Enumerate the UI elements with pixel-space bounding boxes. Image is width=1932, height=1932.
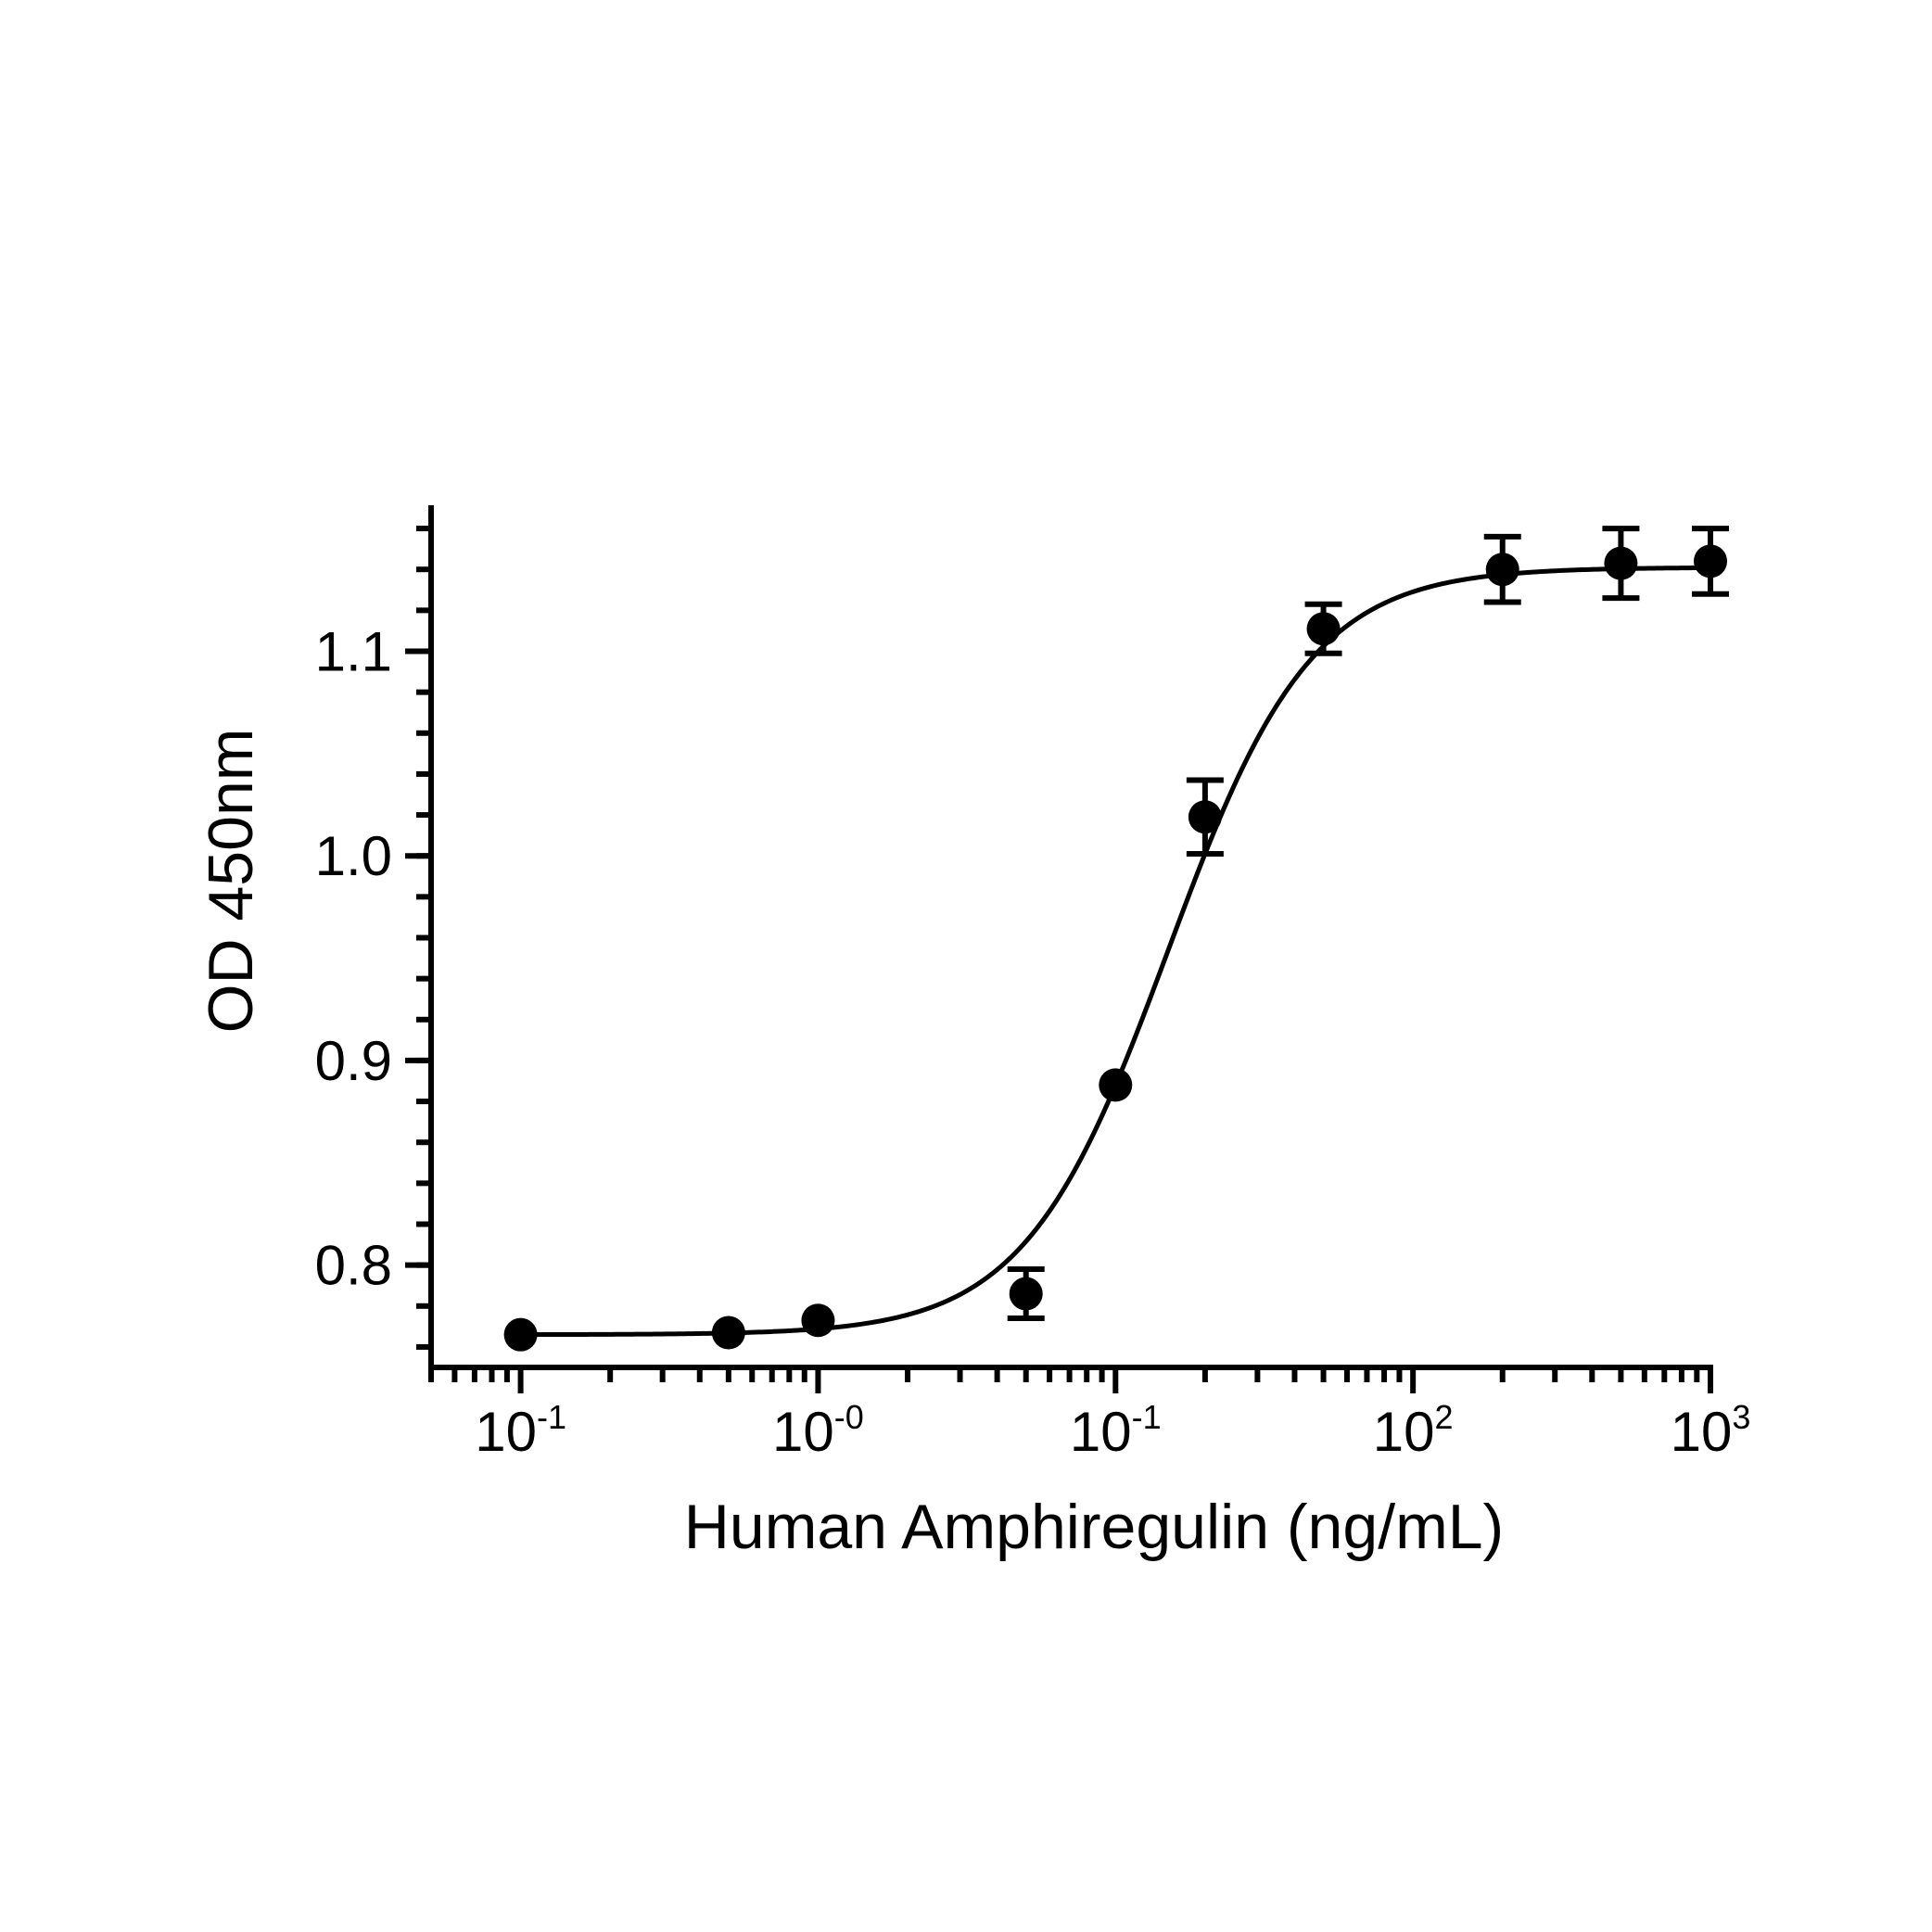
data-point [1694, 544, 1727, 578]
fit-curve-layer [520, 565, 1711, 1338]
data-point [801, 1303, 835, 1338]
y-tick-label: 1.1 [315, 621, 392, 683]
x-tick-label: 10-1 [1070, 1398, 1162, 1463]
data-point [1485, 553, 1519, 587]
data-point [1099, 1068, 1133, 1102]
x-tick-label: 10-1 [475, 1398, 566, 1463]
ticks: 0.8 0.9 1.0 1.1 10-1 10-0 10-1 102 103 [315, 526, 1751, 1463]
axes [428, 505, 1713, 1370]
data-point [1306, 612, 1341, 646]
y-tick-label: 1.0 [315, 825, 392, 887]
x-tick-label: 102 [1373, 1398, 1454, 1463]
data-point [1604, 546, 1638, 580]
x-tick-label: 10-0 [772, 1398, 864, 1463]
data-point [1009, 1277, 1043, 1311]
data-points-layer [503, 526, 1729, 1352]
data-point [711, 1316, 745, 1350]
fit-curve [520, 565, 1711, 1338]
data-point [1188, 800, 1222, 834]
data-point [503, 1317, 538, 1352]
x-tick-label: 103 [1671, 1398, 1751, 1463]
y-tick-label: 0.9 [315, 1030, 392, 1092]
x-axis-title: Human Amphiregulin (ng/mL) [684, 1492, 1504, 1562]
y-tick-label: 0.8 [315, 1235, 392, 1297]
y-axis-title: OD 450nm [196, 729, 266, 1034]
